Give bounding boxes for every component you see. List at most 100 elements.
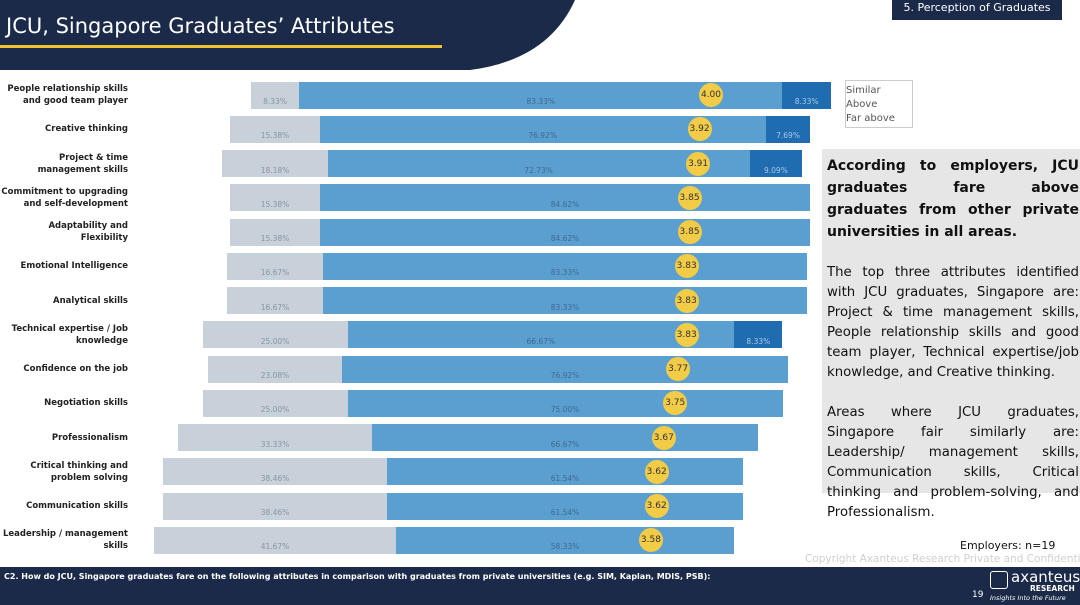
data-label: 83.33% [550, 302, 580, 312]
legend: Similar Above Far above [845, 80, 913, 128]
category-label: Creative thinking [45, 124, 128, 135]
category-label: Critical thinking and problem solving [30, 460, 128, 483]
mean-marker: 3.62 [644, 494, 669, 518]
bar-segment [250, 81, 300, 109]
data-label: 18.18% [260, 165, 290, 175]
page-number: 19 [972, 590, 984, 600]
bar-segment [347, 321, 735, 349]
data-label: 7.69% [776, 131, 800, 141]
data-label: 58.33% [550, 542, 580, 552]
legend-label: Above [846, 98, 878, 110]
legend-item: Far above [846, 111, 912, 125]
category-label: Project & time management skills [37, 152, 128, 175]
data-label: 16.67% [260, 302, 290, 312]
data-label: 84.62% [550, 199, 580, 209]
data-label: 8.33% [794, 97, 819, 106]
data-label: 83.33% [550, 268, 580, 278]
bar-segment [154, 526, 396, 554]
data-label: 76.92% [528, 131, 557, 141]
category-label: People relationship skills and good team… [7, 84, 128, 106]
text-panel: According to employers, JCU graduates fa… [822, 149, 1080, 520]
bar-segment [222, 150, 328, 177]
chart: People relationship skills and good team… [1, 81, 831, 554]
bar-segment [319, 218, 811, 246]
data-label: 41.67% [260, 542, 290, 552]
bar-segment [323, 252, 807, 280]
data-label: 8.33% [746, 336, 771, 346]
category-label: Analytical skills [53, 295, 128, 306]
category-label: Technical expertise / Job knowledge [11, 323, 128, 346]
data-label: 25.00% [260, 336, 290, 346]
footer-bar [0, 567, 1080, 605]
bar-segment [386, 458, 744, 486]
bar-segment [395, 526, 735, 554]
mean-marker: 3.62 [644, 459, 669, 484]
data-label: 15.38% [260, 234, 290, 243]
legend-item: Above [846, 97, 912, 111]
data-label: 8.33% [263, 97, 287, 106]
data-label: 23.08% [260, 371, 290, 380]
bar-segment [163, 458, 387, 486]
bar-segment [765, 115, 811, 143]
bar-segment [202, 321, 348, 349]
bar-segment [341, 355, 789, 383]
data-label: 33.33% [260, 439, 290, 449]
bar-segment [782, 81, 831, 109]
category-label: Emotional Intelligence [20, 261, 128, 272]
legend-label: Far above [846, 112, 895, 124]
tagline: Insights Into the Future [990, 594, 1066, 602]
mean-marker: 3.58 [638, 528, 663, 553]
title: JCU, Singapore Graduates’ Attributes [6, 14, 395, 38]
category-label: Adaptability and Flexibility [48, 221, 128, 243]
bar-segment [163, 492, 387, 520]
legend-item: Similar [846, 83, 912, 97]
copyright: Copyright Axanteus Research Private and … [805, 553, 1080, 565]
bar-segment [202, 389, 348, 417]
header-shape [0, 0, 575, 70]
category-label: Negotiation skills [44, 398, 128, 409]
bar-segment [230, 115, 320, 143]
bar-segment [178, 424, 372, 451]
bar-segment [323, 287, 807, 314]
data-label: 38.46% [260, 508, 290, 517]
data-label: 9.09% [763, 165, 788, 175]
category-label: Commitment to upgrading and self-develop… [1, 186, 128, 209]
data-label: 16.67% [260, 268, 290, 278]
category-label: Confidence on the job [23, 364, 128, 374]
bar-segment [734, 321, 783, 349]
mean-marker: 3.77 [666, 357, 691, 381]
mean-marker: 4.00 [699, 83, 723, 107]
panel-paragraph: The top three attributes identified with… [827, 265, 1079, 380]
category-label: Communication skills [26, 501, 128, 511]
mean-marker: 3.92 [687, 117, 712, 142]
bar-segment [347, 389, 783, 417]
legend-label: Similar [846, 84, 881, 96]
data-label: 15.38% [260, 199, 290, 209]
data-label: 61.54% [550, 508, 580, 517]
panel-heading: According to employers, JCU graduates fa… [827, 158, 1079, 240]
mean-marker: 3.83 [674, 254, 699, 279]
mean-marker: 3.91 [686, 151, 711, 176]
data-label: 61.54% [550, 473, 580, 483]
logo: axanteus [1011, 568, 1080, 586]
bar-segment [230, 218, 320, 246]
mean-marker: 3.75 [663, 391, 688, 416]
bar-segment [749, 150, 803, 177]
bar-segment [230, 184, 320, 212]
bar-segment [371, 424, 759, 451]
data-label: 75.00% [550, 405, 580, 415]
mean-marker: 3.85 [677, 220, 702, 244]
mean-marker: 3.83 [674, 322, 699, 347]
data-label: 66.67% [526, 336, 556, 346]
data-label: 66.67% [550, 439, 580, 449]
category-label: Professionalism [51, 432, 128, 443]
question: C2. How do JCU, Singapore graduates fare… [4, 572, 711, 581]
mean-marker: 3.85 [677, 185, 702, 210]
data-label: 83.33% [526, 97, 556, 106]
bar-segment [386, 492, 744, 520]
mean-marker: 3.83 [674, 288, 699, 313]
data-label: 15.38% [260, 131, 290, 141]
sample-note: Employers: n=19 [960, 539, 1056, 552]
bar-segment [208, 355, 342, 383]
